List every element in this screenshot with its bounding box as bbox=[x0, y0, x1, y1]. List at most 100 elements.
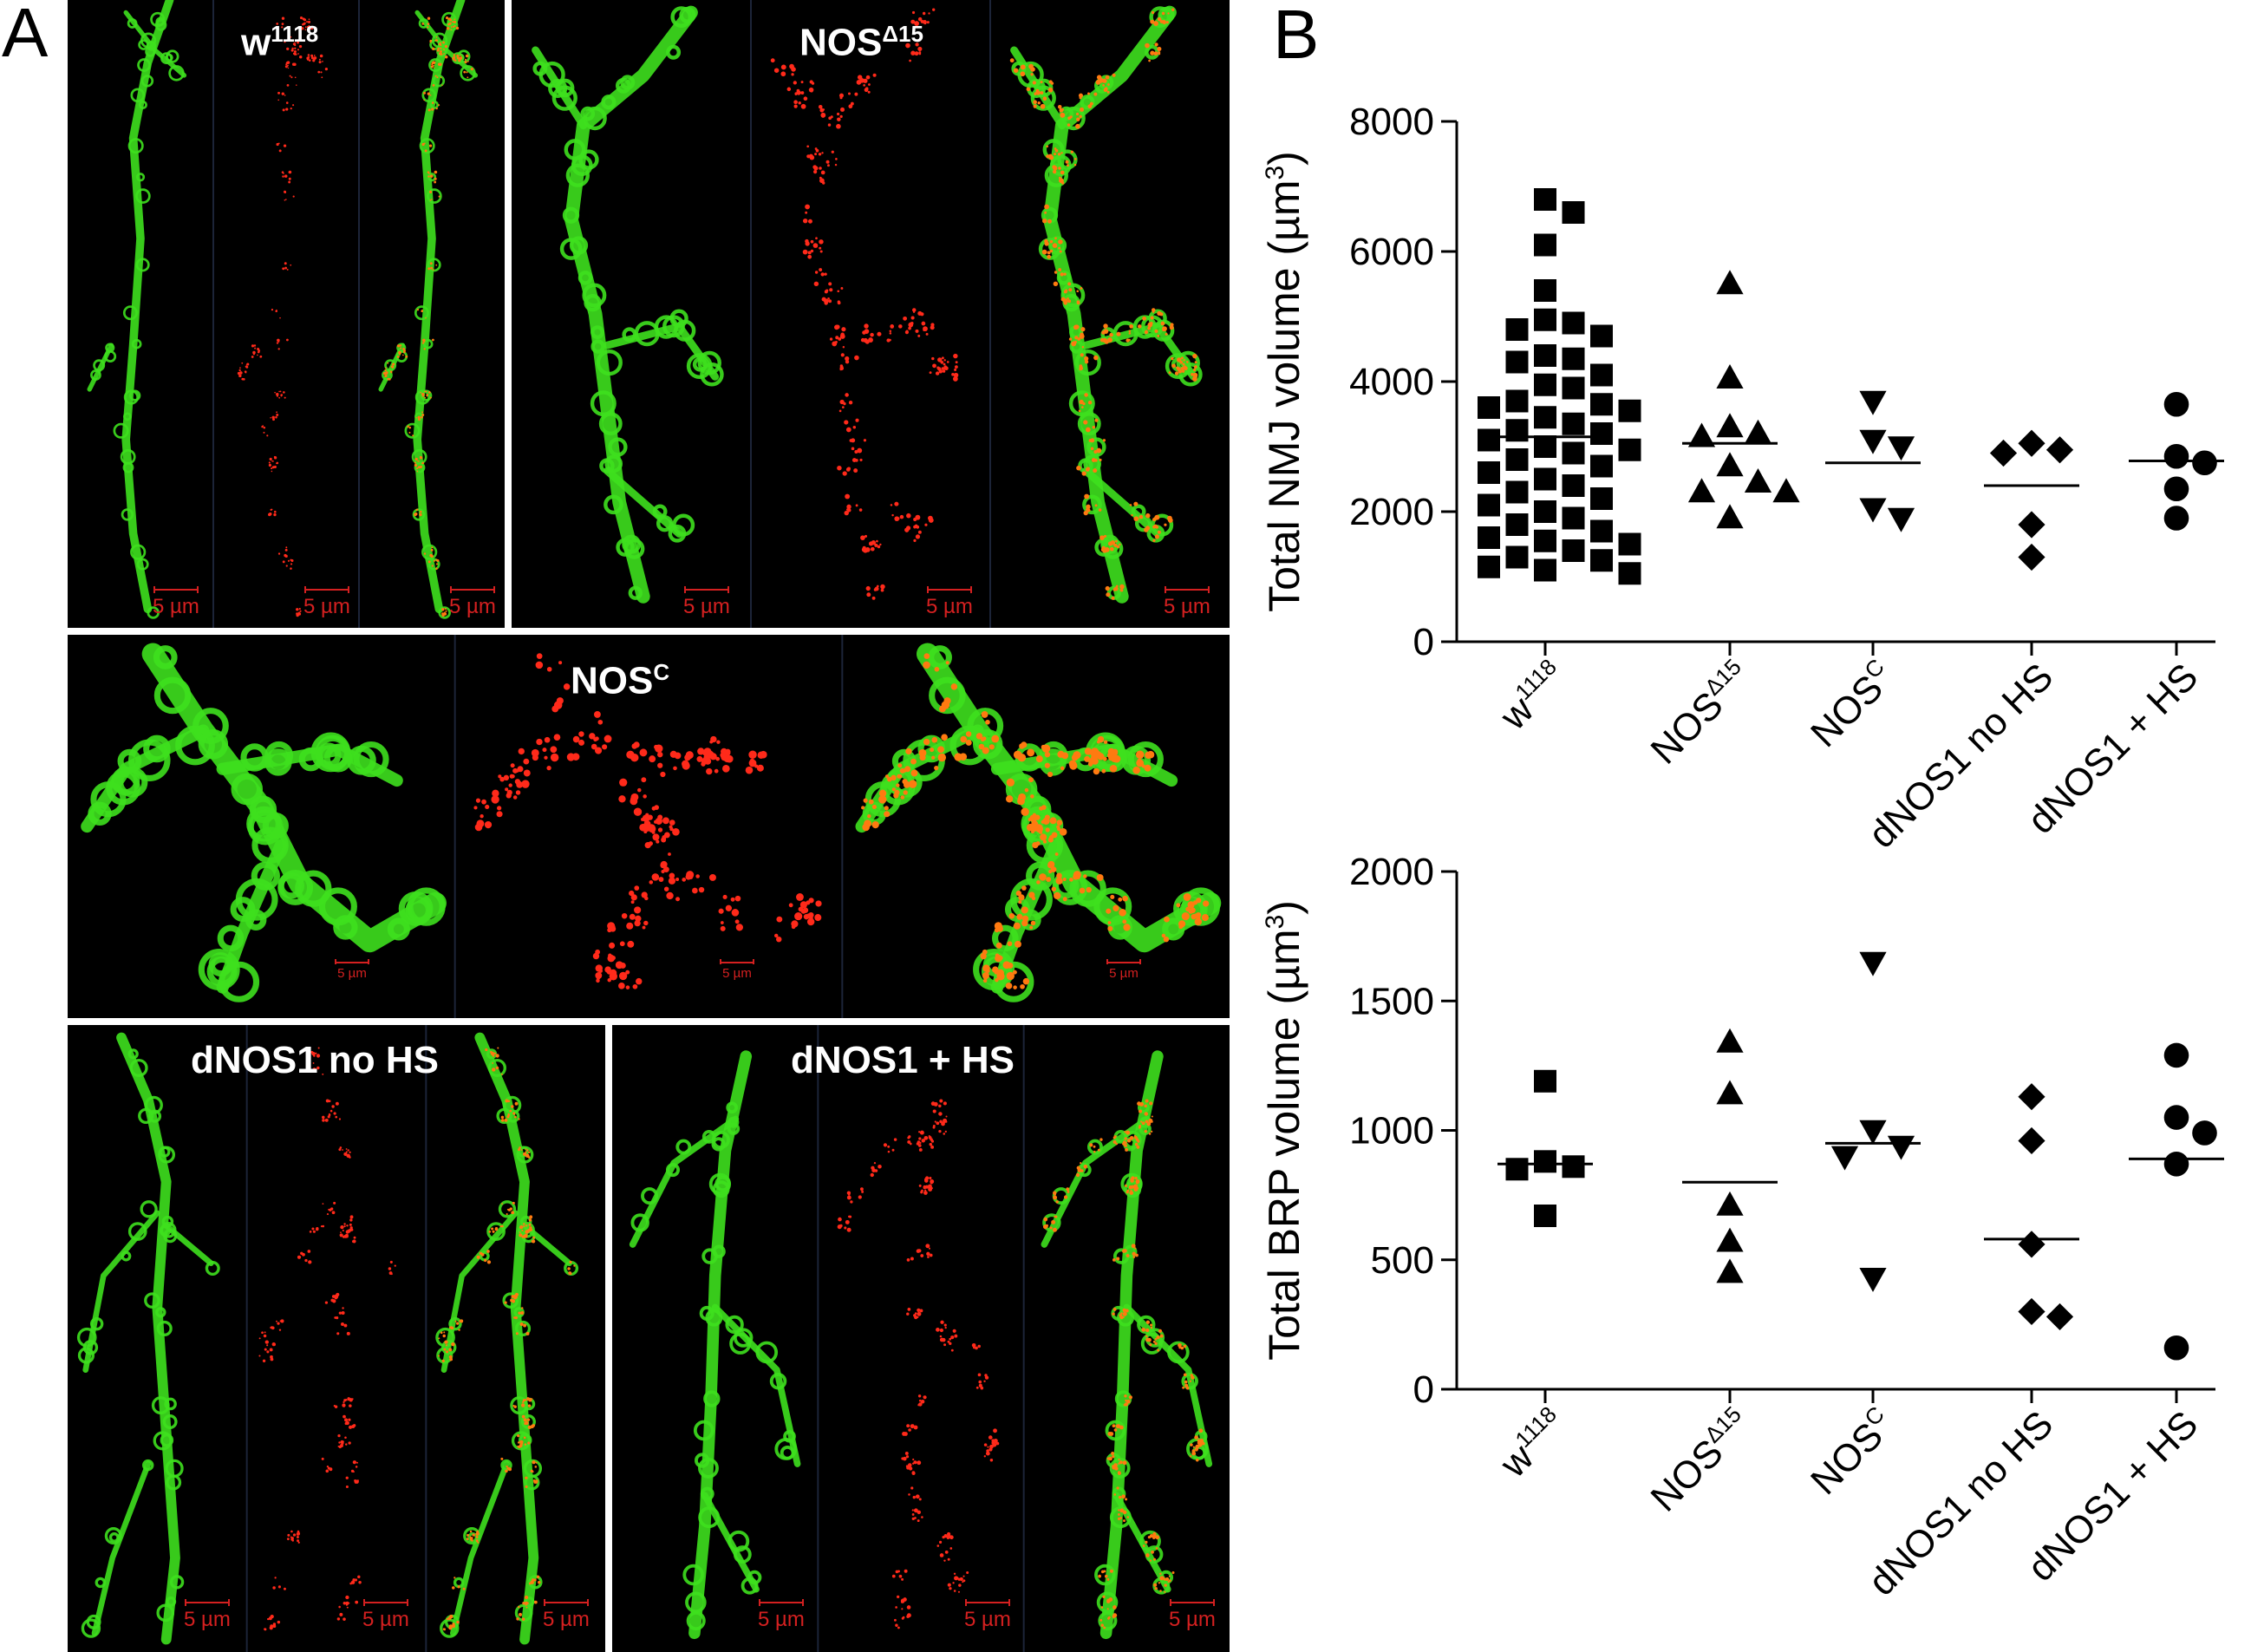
data-point bbox=[1562, 1155, 1585, 1179]
data-point bbox=[1716, 1028, 1744, 1053]
data-point bbox=[1534, 529, 1556, 552]
data-point bbox=[1590, 454, 1613, 478]
scale-bar: 5 µm bbox=[964, 1599, 1011, 1632]
data-point bbox=[1859, 1267, 1887, 1292]
scale-bar: 5 µm bbox=[184, 1599, 231, 1632]
data-point bbox=[1505, 545, 1529, 569]
genotype-label-nos-c: NOSC bbox=[571, 659, 670, 702]
data-point bbox=[1859, 429, 1887, 454]
micrograph-nos-c: NOSC 5 µm 5 µm 5 µm bbox=[68, 635, 1230, 1018]
scale-bar: 5 µm bbox=[1169, 1599, 1216, 1632]
micrograph-dnos1-no-hs-image bbox=[76, 1025, 579, 1652]
data-point bbox=[1534, 279, 1556, 302]
data-point bbox=[1562, 347, 1585, 370]
data-point bbox=[1859, 1120, 1887, 1145]
data-point bbox=[1534, 1069, 1556, 1093]
y-axis-label: Total NMJ volume (µm3) bbox=[1260, 151, 1308, 612]
scale-bar: 5 µm bbox=[758, 1599, 805, 1632]
data-point bbox=[1772, 478, 1800, 503]
genotype-label-dnos1-no-hs: dNOS1 no HS bbox=[191, 1039, 440, 1081]
data-point bbox=[1590, 422, 1613, 445]
scale-bar: 5 µm bbox=[543, 1599, 590, 1632]
data-point bbox=[1478, 428, 1500, 452]
data-point bbox=[2018, 543, 2045, 571]
data-point bbox=[1534, 308, 1556, 331]
data-point bbox=[1505, 1158, 1529, 1181]
data-point bbox=[2163, 1105, 2189, 1130]
data-point bbox=[1887, 507, 1915, 532]
scale-bar: 5 µm bbox=[1164, 586, 1210, 619]
scale-bar: 5 µm bbox=[926, 586, 973, 619]
data-point bbox=[1534, 406, 1556, 429]
y-tick-label: 8000 bbox=[1349, 101, 1434, 143]
scale-bar: 5 µm bbox=[720, 959, 754, 981]
data-point bbox=[1590, 393, 1613, 416]
data-point bbox=[2192, 450, 2217, 476]
data-point bbox=[1590, 549, 1613, 572]
data-point bbox=[1478, 396, 1500, 419]
data-point bbox=[1590, 363, 1613, 387]
data-point bbox=[1887, 1135, 1915, 1160]
panel-label-a: A bbox=[2, 0, 49, 71]
data-point bbox=[1716, 452, 1744, 477]
data-point bbox=[1989, 439, 2018, 467]
y-tick-label: 6000 bbox=[1349, 231, 1434, 273]
data-point bbox=[2018, 1297, 2045, 1326]
scale-bar: 5 µm bbox=[303, 586, 350, 619]
data-point bbox=[1562, 441, 1585, 465]
data-point bbox=[2018, 511, 2045, 539]
data-point bbox=[1534, 344, 1556, 367]
data-point bbox=[1716, 413, 1744, 438]
data-point bbox=[1830, 1146, 1859, 1171]
data-point bbox=[2163, 391, 2189, 417]
data-point bbox=[1716, 364, 1744, 389]
data-point bbox=[1744, 419, 1772, 444]
micrograph-dnos1-hs: dNOS1 + HS 5 µm 5 µm 5 µm bbox=[612, 1025, 1230, 1652]
data-point bbox=[1590, 487, 1613, 510]
x-tick-label: NOSΔ15 bbox=[1641, 654, 1759, 773]
micrograph-nos-d15: NOSΔ15 5 µm 5 µm 5 µm bbox=[512, 0, 1230, 628]
data-point bbox=[2163, 506, 2189, 531]
micrograph-nos-d15-image bbox=[532, 0, 1203, 628]
y-tick-label: 2000 bbox=[1349, 851, 1434, 893]
data-point bbox=[1859, 498, 1887, 523]
scale-bar: 5 µm bbox=[335, 959, 369, 981]
chart-0: 0 2000 4000 6000 8000 Total NMJ volume (µm3) w… bbox=[1260, 101, 2224, 857]
data-point bbox=[1478, 493, 1500, 517]
data-point bbox=[1534, 1205, 1556, 1228]
data-point bbox=[1534, 373, 1556, 396]
y-tick-label: 500 bbox=[1371, 1239, 1434, 1282]
genotype-label-nos-d15: NOSΔ15 bbox=[799, 21, 923, 64]
scale-bar: 5 µm bbox=[362, 1599, 409, 1632]
data-point bbox=[1505, 513, 1529, 536]
data-point bbox=[1534, 500, 1556, 523]
data-point bbox=[2018, 1126, 2045, 1155]
micrograph-dnos1-hs-image bbox=[629, 1025, 1213, 1652]
data-point bbox=[2163, 1335, 2189, 1361]
scale-bar: 5 µm bbox=[449, 586, 496, 619]
data-point bbox=[2163, 443, 2189, 469]
data-point bbox=[1562, 376, 1585, 400]
data-point bbox=[1716, 270, 1744, 295]
data-point bbox=[1562, 474, 1585, 497]
data-point bbox=[1562, 539, 1585, 562]
micrograph-w1118: w1118 5 µm 5 µm 5 µm bbox=[68, 0, 505, 628]
data-point bbox=[1618, 399, 1641, 422]
data-point bbox=[2163, 476, 2189, 502]
data-point bbox=[1534, 435, 1556, 458]
micrograph-dnos1-no-hs: dNOS1 no HS 5 µm 5 µm 5 µm bbox=[68, 1025, 605, 1652]
data-point bbox=[1590, 324, 1613, 348]
data-point bbox=[2018, 1083, 2045, 1111]
data-point bbox=[1505, 350, 1529, 374]
data-point bbox=[1618, 438, 1641, 461]
data-point bbox=[1505, 448, 1529, 471]
x-tick-label: NOSC bbox=[1801, 1401, 1902, 1503]
data-point bbox=[1590, 519, 1613, 543]
data-point bbox=[1687, 422, 1716, 447]
micrograph-nos-c-image bbox=[81, 635, 1222, 1018]
genotype-label-w1118: w1118 bbox=[241, 21, 319, 64]
data-point bbox=[1716, 504, 1744, 529]
data-point bbox=[1687, 478, 1716, 503]
y-axis-label: Total BRP volume (µm3) bbox=[1260, 900, 1308, 1361]
data-point bbox=[2045, 1303, 2074, 1331]
